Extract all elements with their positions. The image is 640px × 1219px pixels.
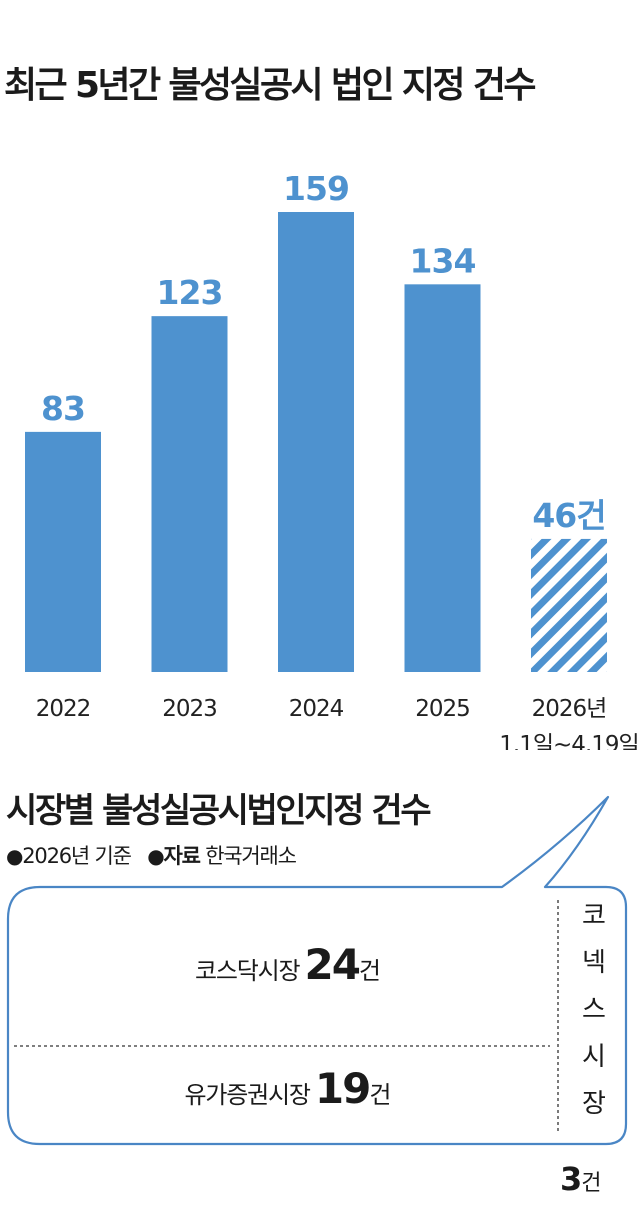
bubble-outline bbox=[6, 795, 628, 1146]
bar-chart: 83 2022 123 2023 159 2024 134 2025 46건 2026년 1.1일~… bbox=[25, 169, 640, 750]
x-tick-note: 1.1일~4.19일 bbox=[499, 732, 638, 750]
basis-text: 2026년 기준 bbox=[22, 844, 132, 868]
bullet-icon: ● bbox=[147, 844, 164, 868]
x-tick-label: 2024 bbox=[289, 696, 344, 722]
market-count: 19 bbox=[314, 1064, 371, 1113]
bar bbox=[151, 316, 228, 672]
bar-value-label: 159 bbox=[283, 169, 349, 208]
bar bbox=[278, 212, 354, 672]
bar bbox=[25, 431, 101, 672]
bar bbox=[404, 284, 481, 672]
x-tick-label: 2025 bbox=[415, 696, 470, 722]
bullet-icon: ● bbox=[6, 844, 23, 868]
bar-value-label: 123 bbox=[157, 273, 223, 312]
market-count: 24 bbox=[304, 940, 360, 989]
market-unit: 건 bbox=[581, 1171, 602, 1196]
market-row-kosdaq: 코스닥시장 24건 bbox=[20, 940, 556, 989]
x-tick-label: 2022 bbox=[36, 696, 91, 722]
chart-title: 최근 5년간 불성실공시 법인 지정 건수 bbox=[4, 65, 537, 106]
market-count: 3 bbox=[560, 1160, 582, 1198]
market-name: 유가증권시장 bbox=[184, 1081, 311, 1109]
market-unit: 건 bbox=[369, 1081, 392, 1109]
speech-bubble bbox=[6, 795, 628, 1146]
bar-value-label: 83 bbox=[41, 389, 85, 428]
bar-value-label: 134 bbox=[410, 241, 476, 280]
market-name: 코스닥시장 bbox=[194, 957, 301, 985]
bar bbox=[531, 538, 607, 672]
bar-value-label: 46건 bbox=[532, 496, 605, 535]
x-tick-label: 2023 bbox=[162, 696, 217, 722]
x-tick-label: 2026년 bbox=[532, 696, 607, 722]
chart-meta: ●2026년 기준 ●자료 한국거래소 bbox=[6, 840, 297, 870]
source-text: 한국거래소 bbox=[205, 844, 297, 868]
market-unit: 건 bbox=[358, 957, 382, 985]
source-key: 자료 bbox=[163, 844, 200, 868]
market-title: 시장별 불성실공시법인지정 건수 bbox=[6, 791, 432, 831]
konex-count: 3건 bbox=[560, 1160, 602, 1198]
konex-label: 코넥스시장 bbox=[582, 901, 606, 1119]
market-row-kospi: 유가증권시장 19건 bbox=[20, 1064, 556, 1113]
